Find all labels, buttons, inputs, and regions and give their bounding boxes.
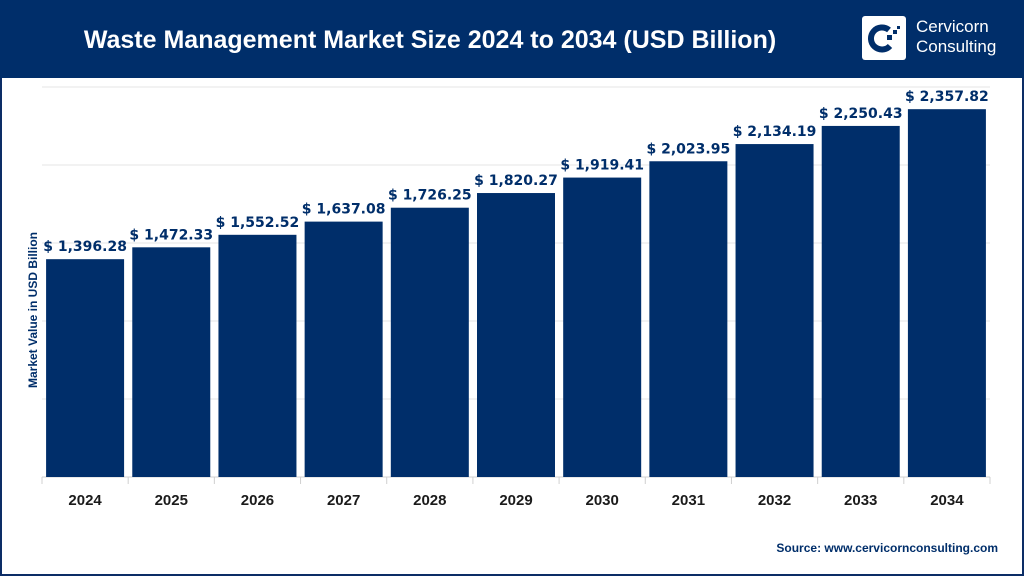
x-tick-label: 2031 — [672, 492, 705, 509]
data-label: $ 2,250.43 — [819, 106, 903, 122]
x-tick-label: 2034 — [930, 492, 964, 509]
data-label: $ 2,023.95 — [647, 141, 731, 157]
source-text: Source: www.cervicornconsulting.com — [776, 541, 998, 555]
logo-line-2: Consulting — [916, 37, 997, 56]
cervicorn-logo: Cervicorn Consulting — [862, 16, 1012, 64]
bar-2026 — [218, 234, 297, 477]
data-label: $ 1,472.33 — [129, 227, 213, 243]
data-label: $ 1,919.41 — [560, 158, 644, 174]
bar-2028 — [390, 207, 469, 477]
data-label: $ 1,637.08 — [302, 202, 386, 218]
x-tick-label: 2032 — [758, 492, 791, 509]
bar-2029 — [477, 193, 555, 477]
x-tick-label: 2028 — [413, 492, 446, 509]
data-label: $ 1,396.28 — [43, 239, 127, 255]
x-tick-label: 2026 — [241, 492, 274, 509]
header-banner: Waste Management Market Size 2024 to 203… — [0, 0, 1024, 78]
bar-2031 — [649, 161, 728, 477]
bar-2027 — [304, 221, 383, 477]
bar-2030 — [563, 177, 642, 478]
x-tick-label: 2025 — [155, 492, 188, 509]
data-label: $ 1,820.27 — [474, 173, 558, 189]
bar-2034 — [907, 109, 986, 477]
x-tick-label: 2033 — [844, 492, 877, 509]
bar-2032 — [735, 144, 814, 478]
x-tick-label: 2029 — [499, 492, 532, 509]
data-label: $ 1,552.52 — [216, 215, 300, 231]
bar-2033 — [821, 125, 900, 477]
x-tick-label: 2024 — [68, 492, 102, 509]
x-tick-label: 2030 — [585, 492, 618, 509]
logo-mark-icon — [862, 16, 906, 60]
bar-2024 — [46, 259, 125, 477]
x-tick-label: 2027 — [327, 492, 360, 509]
logo-line-1: Cervicorn — [916, 17, 989, 36]
data-label: $ 2,357.82 — [905, 89, 989, 105]
data-label: $ 2,134.19 — [733, 124, 817, 140]
logo-text: Cervicorn Consulting — [916, 17, 996, 57]
data-label: $ 1,726.25 — [388, 188, 472, 204]
chart-title: Waste Management Market Size 2024 to 203… — [83, 26, 777, 54]
bar-2025 — [132, 247, 211, 477]
